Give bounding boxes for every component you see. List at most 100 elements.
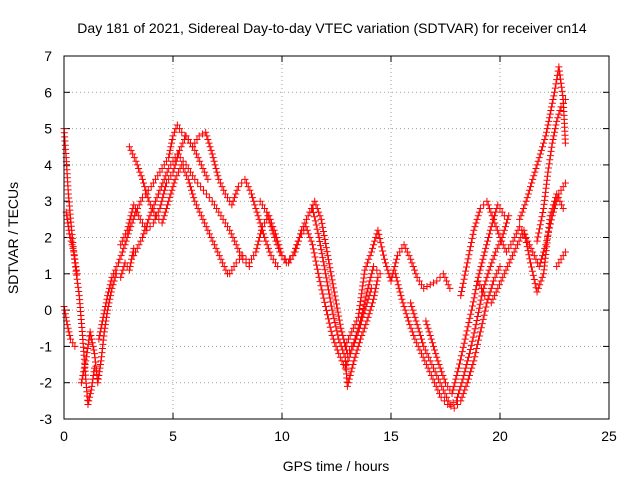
data-point — [443, 277, 451, 285]
data-point — [312, 257, 320, 265]
data-point — [462, 263, 470, 271]
data-point — [455, 390, 463, 398]
data-point — [541, 135, 549, 143]
data-point — [104, 292, 112, 300]
data-point — [371, 288, 379, 296]
data-point — [325, 290, 333, 298]
data-point — [229, 197, 237, 205]
data-point — [319, 258, 327, 266]
data-point — [214, 172, 222, 180]
data-point — [450, 382, 458, 390]
data-point — [399, 299, 407, 307]
data-point — [485, 230, 493, 238]
data-point — [433, 277, 441, 285]
data-point — [319, 290, 327, 298]
data-point — [542, 132, 550, 140]
data-point — [61, 310, 69, 318]
data-point — [154, 208, 162, 216]
data-point — [196, 157, 204, 165]
data-point — [540, 139, 548, 147]
data-point — [68, 241, 76, 249]
data-point — [205, 194, 213, 202]
data-point — [477, 296, 485, 304]
data-point — [468, 337, 476, 345]
data-point — [511, 234, 519, 241]
data-point — [355, 305, 363, 313]
data-point — [170, 179, 178, 187]
data-point — [119, 266, 127, 274]
data-point — [516, 223, 524, 231]
data-point — [549, 135, 557, 143]
data-point — [446, 400, 454, 408]
data-point — [169, 183, 177, 191]
data-point — [546, 156, 554, 164]
data-point — [458, 348, 466, 356]
data-point — [360, 274, 368, 282]
data-point — [358, 332, 366, 340]
data-point — [525, 251, 533, 259]
data-point — [258, 201, 266, 209]
data-point — [319, 254, 327, 262]
data-point — [453, 393, 461, 401]
data-point — [207, 234, 215, 241]
data-point — [412, 317, 420, 325]
data-point — [507, 241, 515, 249]
data-point — [151, 215, 159, 223]
data-point — [536, 281, 544, 289]
data-point — [61, 306, 69, 314]
data-point — [191, 146, 199, 154]
data-point — [199, 215, 207, 223]
data-point — [561, 179, 569, 187]
data-point — [159, 179, 167, 187]
data-point — [340, 350, 348, 358]
data-point — [269, 255, 277, 263]
data-point — [267, 223, 275, 231]
data-point — [328, 276, 336, 284]
data-point — [493, 270, 501, 278]
data-point — [409, 306, 417, 314]
data-point — [350, 357, 358, 365]
data-point — [212, 165, 220, 173]
data-point — [361, 266, 369, 274]
data-point — [272, 237, 280, 245]
data-point — [326, 294, 334, 302]
data-point — [137, 197, 145, 205]
data-point — [117, 252, 125, 260]
data-point — [333, 327, 341, 335]
data-point — [311, 217, 319, 225]
data-point — [200, 186, 208, 194]
data-point — [257, 230, 265, 238]
data-point — [168, 186, 176, 194]
data-point — [184, 135, 192, 143]
data-point — [331, 292, 339, 300]
data-point — [89, 342, 97, 350]
data-point — [215, 208, 223, 216]
data-point — [520, 204, 528, 212]
data-point — [65, 226, 73, 234]
data-point — [529, 271, 537, 279]
data-point — [310, 249, 318, 257]
data-point — [470, 226, 478, 234]
data-point — [156, 204, 164, 212]
data-point — [450, 404, 458, 412]
data-point — [553, 263, 561, 271]
data-point — [488, 281, 496, 289]
data-point — [81, 361, 89, 369]
data-point — [373, 266, 381, 274]
data-point — [474, 308, 482, 316]
data-point — [491, 219, 499, 227]
data-point — [356, 335, 364, 343]
data-point — [311, 197, 319, 205]
data-point — [267, 252, 275, 260]
data-point — [130, 252, 138, 260]
data-point — [229, 234, 237, 241]
x-tick-label: 15 — [383, 428, 399, 444]
data-point — [208, 197, 216, 205]
data-point — [167, 190, 175, 198]
data-point — [483, 197, 491, 205]
data-point — [524, 190, 532, 198]
data-point — [553, 190, 561, 198]
data-point — [309, 209, 317, 217]
data-point — [489, 255, 497, 263]
data-point — [441, 390, 449, 398]
